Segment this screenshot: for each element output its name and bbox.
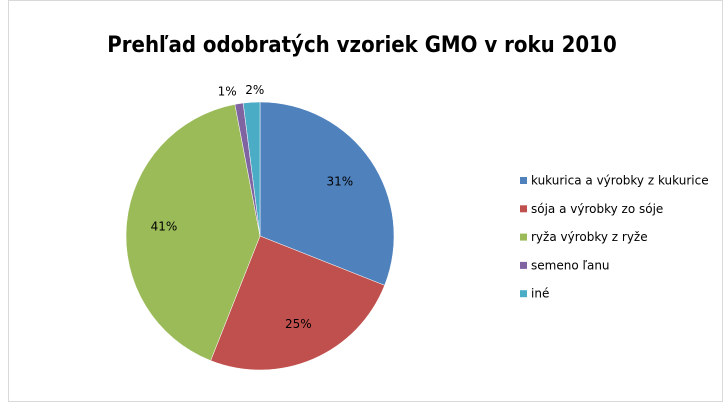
legend-swatch	[520, 290, 527, 298]
legend-label: kukurica a výrobky z kukurice	[531, 174, 709, 188]
data-label: 1%	[218, 84, 237, 98]
pie-slice	[242, 101, 261, 237]
data-label: 25%	[285, 317, 312, 331]
legend-swatch	[520, 233, 527, 241]
legend-swatch	[520, 205, 527, 213]
data-label: 2%	[245, 83, 264, 97]
data-label: 41%	[151, 219, 178, 233]
legend-label: sója a výrobky zo sóje	[531, 202, 663, 216]
legend-swatch	[520, 177, 527, 184]
legend-swatch	[520, 261, 527, 269]
legend-label: ryža výrobky z ryže	[531, 230, 648, 244]
legend-label: iné	[531, 287, 549, 301]
chart-title: Prehľad odobratých vzoriek GMO v roku 20…	[107, 33, 616, 58]
data-label: 31%	[326, 174, 353, 188]
legend-label: semeno ľanu	[531, 258, 610, 272]
pie-slice	[259, 101, 395, 286]
pie-slice	[125, 104, 261, 361]
pie-slice	[210, 235, 385, 371]
